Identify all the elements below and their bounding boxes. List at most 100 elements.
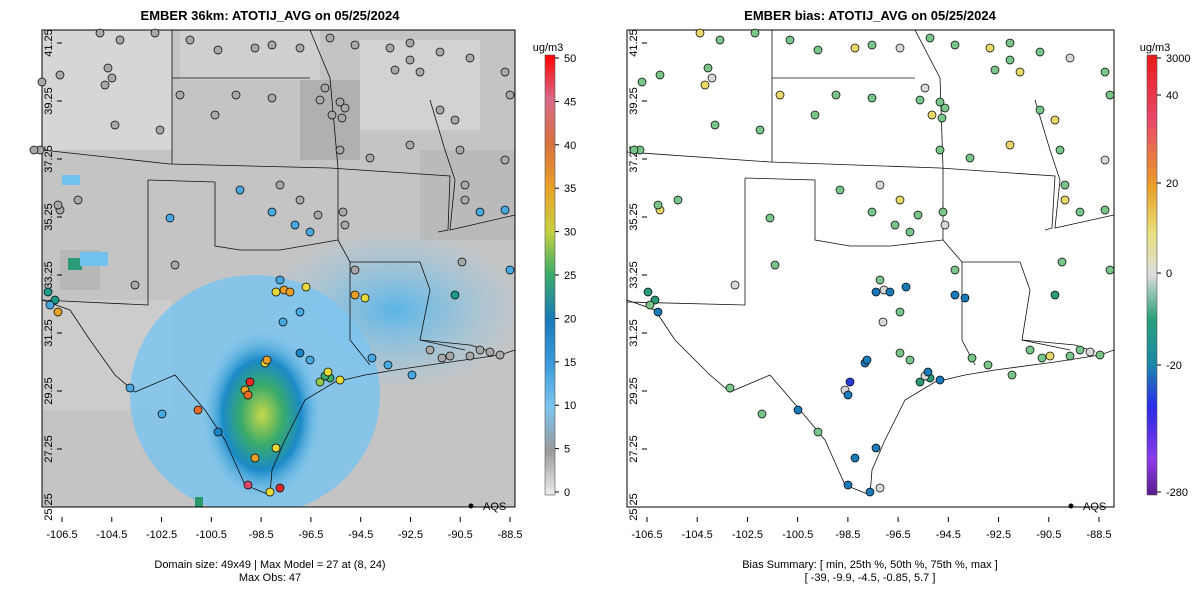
aqs-bias-marker <box>1075 207 1085 217</box>
aqs-bias-marker <box>1035 47 1045 57</box>
aqs-bias-marker <box>1037 353 1047 363</box>
aqs-bias-marker <box>862 355 872 365</box>
aqs-bias-marker <box>940 220 950 230</box>
aqs-bias-marker <box>750 28 760 38</box>
aqs-site-marker <box>415 67 425 77</box>
aqs-bias-marker <box>1050 115 1060 125</box>
aqs-site-marker <box>435 105 445 115</box>
aqs-bias-marker <box>1100 155 1110 165</box>
left-cb-label: 10 <box>564 400 576 412</box>
aqs-site-marker <box>323 367 333 377</box>
right-legend-dot <box>1068 503 1074 509</box>
aqs-site-marker <box>457 257 467 267</box>
aqs-site-marker <box>213 427 223 437</box>
left-lat-label: 33.25 <box>43 261 55 289</box>
aqs-site-marker <box>250 43 260 53</box>
aqs-bias-marker <box>813 45 823 55</box>
aqs-bias-marker <box>937 113 947 123</box>
aqs-site-marker <box>301 282 311 292</box>
aqs-site-marker <box>350 290 360 300</box>
aqs-site-marker <box>267 93 277 103</box>
aqs-bias-marker <box>1105 265 1115 275</box>
aqs-bias-marker <box>1025 345 1035 355</box>
right-lat-label: 35.25 <box>628 203 640 231</box>
aqs-site-marker <box>175 90 185 100</box>
left-title: EMBER 36km: ATOTIJ_AVG on 05/25/2024 <box>141 8 401 23</box>
aqs-site-marker <box>475 207 485 217</box>
aqs-site-marker <box>485 347 495 357</box>
left-cb-label: 35 <box>564 183 576 195</box>
aqs-site-marker <box>110 120 120 130</box>
left-map-area <box>42 30 515 507</box>
right-colorbar-ticks: 3000 40 20 0 -20 -280 <box>1157 53 1190 499</box>
left-lat-label: 29.25 <box>43 377 55 405</box>
aqs-site-marker <box>505 265 515 275</box>
aqs-bias-marker <box>1060 195 1070 205</box>
aqs-site-marker <box>407 370 417 380</box>
left-plot-frame <box>41 29 516 508</box>
aqs-bias-marker <box>920 83 930 93</box>
aqs-bias-marker <box>1015 67 1025 77</box>
aqs-site-marker <box>45 300 55 310</box>
aqs-site-marker <box>265 487 275 497</box>
right-lon-label: -100.5 <box>782 529 813 541</box>
aqs-bias-marker <box>950 265 960 275</box>
right-lon-label: -94.5 <box>936 529 961 541</box>
aqs-bias-marker <box>885 287 895 297</box>
aqs-bias-marker <box>927 110 937 120</box>
left-lon-label: -102.5 <box>146 529 177 541</box>
aqs-site-marker <box>125 383 135 393</box>
left-cb-label: 15 <box>564 357 576 369</box>
left-lat-label: 27.25 <box>43 435 55 463</box>
aqs-site-marker <box>465 53 475 63</box>
aqs-site-marker <box>337 113 347 123</box>
right-lat-label: 25.25 <box>628 493 640 521</box>
aqs-site-marker <box>267 40 277 50</box>
right-footer-line1: Bias Summary: [ min, 25th %, 50th %, 75t… <box>742 559 998 571</box>
aqs-bias-marker <box>765 213 775 223</box>
left-colorbar-unit: ug/m3 <box>533 42 564 54</box>
aqs-bias-marker <box>960 293 970 303</box>
aqs-site-marker <box>335 375 345 385</box>
right-lon-label: -88.5 <box>1086 529 1111 541</box>
right-aqs-sites <box>629 28 1115 497</box>
aqs-site-marker <box>37 77 47 87</box>
aqs-site-marker <box>185 35 195 45</box>
aqs-bias-marker <box>935 145 945 155</box>
aqs-bias-marker <box>875 180 885 190</box>
aqs-site-marker <box>130 280 140 290</box>
right-lat-label: 27.25 <box>628 435 640 463</box>
aqs-site-marker <box>115 35 125 45</box>
aqs-site-marker <box>262 355 272 365</box>
left-lon-label: -94.5 <box>348 529 373 541</box>
left-lat-label: 25.25 <box>43 493 55 521</box>
left-cb-label: 20 <box>564 313 576 325</box>
aqs-site-marker <box>155 125 165 135</box>
aqs-bias-marker <box>845 377 855 387</box>
aqs-bias-marker <box>895 43 905 53</box>
right-lon-label: -106.5 <box>631 529 662 541</box>
right-lon-label: -96.5 <box>886 529 911 541</box>
left-legend-dot <box>468 503 474 509</box>
right-cb-label: 20 <box>1166 178 1178 190</box>
aqs-bias-marker <box>710 120 720 130</box>
right-cb-label: -280 <box>1166 487 1188 499</box>
aqs-bias-marker <box>895 307 905 317</box>
aqs-site-marker <box>315 377 325 387</box>
aqs-site-marker <box>275 275 285 285</box>
right-lat-label: 31.25 <box>628 319 640 347</box>
right-cb-label: 3000 <box>1166 53 1190 65</box>
aqs-bias-marker <box>915 95 925 105</box>
aqs-site-marker <box>271 443 281 453</box>
aqs-bias-marker <box>707 73 717 83</box>
aqs-bias-marker <box>1057 257 1067 267</box>
aqs-bias-marker <box>1075 345 1085 355</box>
aqs-site-marker <box>305 227 315 237</box>
left-lon-label: -92.5 <box>398 529 423 541</box>
aqs-site-marker <box>500 205 510 215</box>
left-cb-label: 25 <box>564 270 576 282</box>
aqs-site-marker <box>340 103 350 113</box>
aqs-bias-marker <box>813 427 823 437</box>
left-lat-label: 41.25 <box>43 29 55 57</box>
aqs-site-marker <box>275 180 285 190</box>
